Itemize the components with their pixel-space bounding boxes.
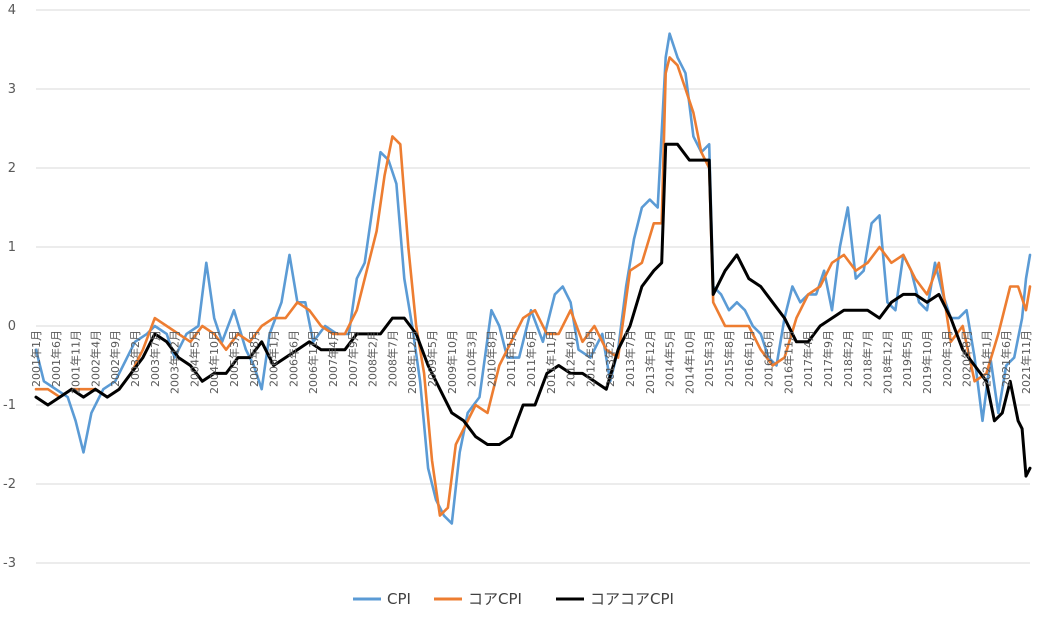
- x-tick-label: 2011年11月: [544, 330, 558, 394]
- x-tick-label: 2013年7月: [623, 330, 637, 387]
- x-tick-label: 2011年6月: [524, 330, 538, 387]
- x-tick-label: 2016年6月: [762, 330, 776, 387]
- x-tick-label: 2011年1月: [504, 330, 518, 387]
- y-tick-label: 0: [8, 319, 16, 334]
- y-tick-label: -2: [3, 477, 16, 492]
- x-tick-label: 2002年9月: [108, 330, 122, 387]
- x-tick-label: 2008年7月: [385, 330, 399, 387]
- x-tick-label: 2019年5月: [900, 330, 914, 387]
- x-tick-label: 2020年3月: [940, 330, 954, 387]
- legend-label-core-cpi: コアCPI: [468, 590, 522, 608]
- legend-label-core-core-cpi: コアコアCPI: [590, 590, 674, 608]
- x-tick-label: 2021年1月: [979, 330, 993, 387]
- x-tick-label: 2003年7月: [148, 330, 162, 387]
- x-axis-ticks: 2001年1月 2001年6月 2001年11月 2002年4月 2002年9月 2003…: [29, 330, 1033, 394]
- x-tick-label: 2009年5月: [425, 330, 439, 387]
- x-tick-label: 2006年1月: [267, 330, 281, 387]
- x-tick-label: 2003年2月: [128, 330, 142, 387]
- x-tick-label: 2016年11月: [781, 330, 795, 394]
- x-tick-label: 2009年10月: [445, 330, 459, 394]
- x-tick-label: 2018年12月: [880, 330, 894, 394]
- series-lines: [34, 32, 1032, 525]
- x-tick-label: 2012年9月: [583, 330, 597, 387]
- x-tick-label: 2006年11月: [306, 330, 320, 394]
- series-line-cpi: [34, 32, 1032, 525]
- x-tick-label: 2005年8月: [247, 330, 261, 387]
- x-tick-label: 2004年10月: [207, 330, 221, 394]
- y-tick-label: 1: [8, 240, 16, 255]
- y-axis-ticks: 4 3 2 1 0 -1 -2 -3: [3, 3, 16, 571]
- legend: CPI コアCPI コアコアCPI: [353, 590, 674, 608]
- x-tick-label: 2003年12月: [168, 330, 182, 394]
- x-tick-label: 2021年6月: [999, 330, 1013, 387]
- x-tick-label: 2018年2月: [841, 330, 855, 387]
- y-tick-label: 3: [8, 82, 16, 97]
- y-tick-label: 4: [8, 3, 16, 18]
- y-tick-label: 2: [8, 161, 16, 176]
- x-tick-label: 2020年8月: [960, 330, 974, 387]
- legend-label-cpi: CPI: [387, 590, 411, 608]
- x-tick-label: 2017年4月: [801, 330, 815, 387]
- x-tick-label: 2007年4月: [326, 330, 340, 387]
- grid-lines: [36, 9, 1030, 564]
- x-tick-label: 2019年10月: [920, 330, 934, 394]
- x-tick-label: 2014年10月: [682, 330, 696, 394]
- y-tick-label: -1: [3, 398, 16, 413]
- x-tick-label: 2015年8月: [722, 330, 736, 387]
- x-tick-label: 2010年3月: [465, 330, 479, 387]
- x-tick-label: 2015年3月: [702, 330, 716, 387]
- x-tick-label: 2005年3月: [227, 330, 241, 387]
- x-tick-label: 2002年4月: [88, 330, 102, 387]
- x-tick-label: 2016年1月: [742, 330, 756, 387]
- series-line-core-cpi: [34, 56, 1032, 517]
- x-tick-label: 2008年12月: [405, 330, 419, 394]
- x-tick-label: 2001年11月: [69, 330, 83, 394]
- x-tick-label: 2018年7月: [861, 330, 875, 387]
- x-tick-label: 2021年11月: [1019, 330, 1033, 394]
- x-tick-label: 2004年5月: [187, 330, 201, 387]
- x-tick-label: 2001年1月: [29, 330, 43, 387]
- x-tick-label: 2014年5月: [663, 330, 677, 387]
- x-tick-label: 2001年6月: [49, 330, 63, 387]
- x-tick-label: 2013年12月: [643, 330, 657, 394]
- x-tick-label: 2008年2月: [366, 330, 380, 387]
- x-tick-label: 2007年9月: [346, 330, 360, 387]
- x-tick-label: 2013年2月: [603, 330, 617, 387]
- x-tick-label: 2017年9月: [821, 330, 835, 387]
- x-tick-label: 2010年8月: [484, 330, 498, 387]
- series-line-core-core-cpi: [34, 142, 1032, 478]
- y-tick-label: -3: [3, 556, 16, 571]
- x-tick-label: 2006年6月: [286, 330, 300, 387]
- x-tick-label: 2012年4月: [564, 330, 578, 387]
